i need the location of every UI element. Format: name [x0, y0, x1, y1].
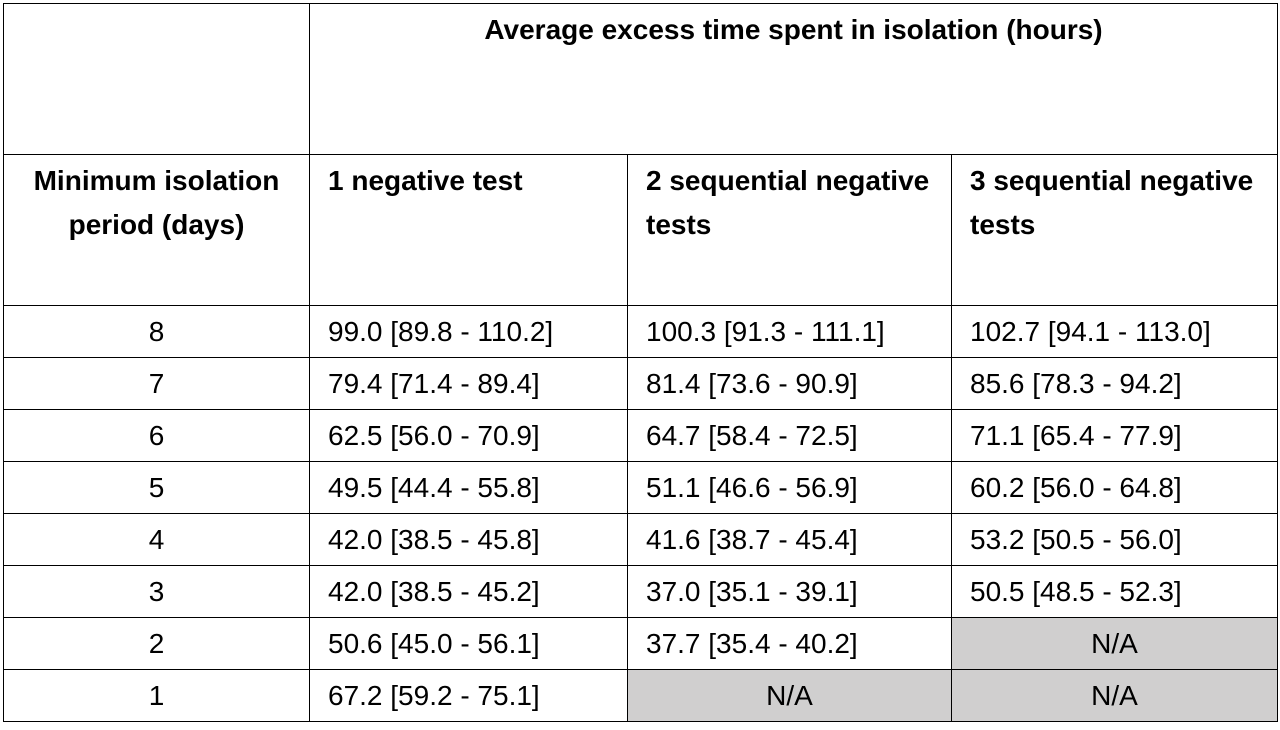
column-header: 2 sequential negative tests	[627, 154, 952, 306]
table-row: 2 50.6 [45.0 - 56.1] 37.7 [35.4 - 40.2] N/A	[3, 617, 1278, 670]
table-row: 4 42.0 [38.5 - 45.8] 41.6 [38.7 - 45.4] 53.…	[3, 513, 1278, 566]
value-cell: 64.7 [58.4 - 72.5]	[627, 409, 952, 462]
value-cell: 67.2 [59.2 - 75.1]	[309, 669, 628, 722]
value-cell: 100.3 [91.3 - 111.1]	[627, 305, 952, 358]
table-row: 7 79.4 [71.4 - 89.4] 81.4 [73.6 - 90.9] 85.…	[3, 357, 1278, 410]
isolation-days-cell: 7	[3, 357, 310, 410]
value-cell: 42.0 [38.5 - 45.8]	[309, 513, 628, 566]
table-row: 3 42.0 [38.5 - 45.2] 37.0 [35.1 - 39.1] 50.…	[3, 565, 1278, 618]
table-row: 6 62.5 [56.0 - 70.9] 64.7 [58.4 - 72.5] 71.…	[3, 409, 1278, 462]
value-cell: 51.1 [46.6 - 56.9]	[627, 461, 952, 514]
isolation-days-cell: 1	[3, 669, 310, 722]
isolation-days-cell: 3	[3, 565, 310, 618]
isolation-days-cell: 6	[3, 409, 310, 462]
value-cell: 85.6 [78.3 - 94.2]	[951, 357, 1278, 410]
column-header: 3 sequential negative tests	[951, 154, 1278, 306]
value-cell: 99.0 [89.8 - 110.2]	[309, 305, 628, 358]
value-cell: 53.2 [50.5 - 56.0]	[951, 513, 1278, 566]
table-row: 1 67.2 [59.2 - 75.1] N/A N/A	[3, 669, 1278, 722]
value-cell: 79.4 [71.4 - 89.4]	[309, 357, 628, 410]
isolation-days-cell: 5	[3, 461, 310, 514]
table-row: 5 49.5 [44.4 - 55.8] 51.1 [46.6 - 56.9] 60.…	[3, 461, 1278, 514]
value-cell: 37.0 [35.1 - 39.1]	[627, 565, 952, 618]
isolation-days-cell: 2	[3, 617, 310, 670]
value-cell: 42.0 [38.5 - 45.2]	[309, 565, 628, 618]
value-cell: 50.6 [45.0 - 56.1]	[309, 617, 628, 670]
na-cell: N/A	[951, 669, 1278, 722]
isolation-days-cell: 4	[3, 513, 310, 566]
na-cell: N/A	[627, 669, 952, 722]
value-cell: 81.4 [73.6 - 90.9]	[627, 357, 952, 410]
row-header-label: Minimum isolation period (days)	[3, 154, 310, 306]
title-row: Average excess time spent in isolation (…	[3, 3, 1278, 155]
value-cell: 60.2 [56.0 - 64.8]	[951, 461, 1278, 514]
column-header-row: Minimum isolation period (days) 1 negati…	[3, 154, 1278, 306]
na-cell: N/A	[951, 617, 1278, 670]
table-row: 8 99.0 [89.8 - 110.2] 100.3 [91.3 - 111.1]…	[3, 305, 1278, 358]
isolation-days-cell: 8	[3, 305, 310, 358]
table-title: Average excess time spent in isolation (…	[309, 3, 1278, 155]
value-cell: 50.5 [48.5 - 52.3]	[951, 565, 1278, 618]
value-cell: 71.1 [65.4 - 77.9]	[951, 409, 1278, 462]
value-cell: 49.5 [44.4 - 55.8]	[309, 461, 628, 514]
corner-cell	[3, 3, 310, 155]
value-cell: 102.7 [94.1 - 113.0]	[951, 305, 1278, 358]
value-cell: 41.6 [38.7 - 45.4]	[627, 513, 952, 566]
value-cell: 37.7 [35.4 - 40.2]	[627, 617, 952, 670]
isolation-time-table: Average excess time spent in isolation (…	[3, 3, 1278, 722]
column-header: 1 negative test	[309, 154, 628, 306]
value-cell: 62.5 [56.0 - 70.9]	[309, 409, 628, 462]
